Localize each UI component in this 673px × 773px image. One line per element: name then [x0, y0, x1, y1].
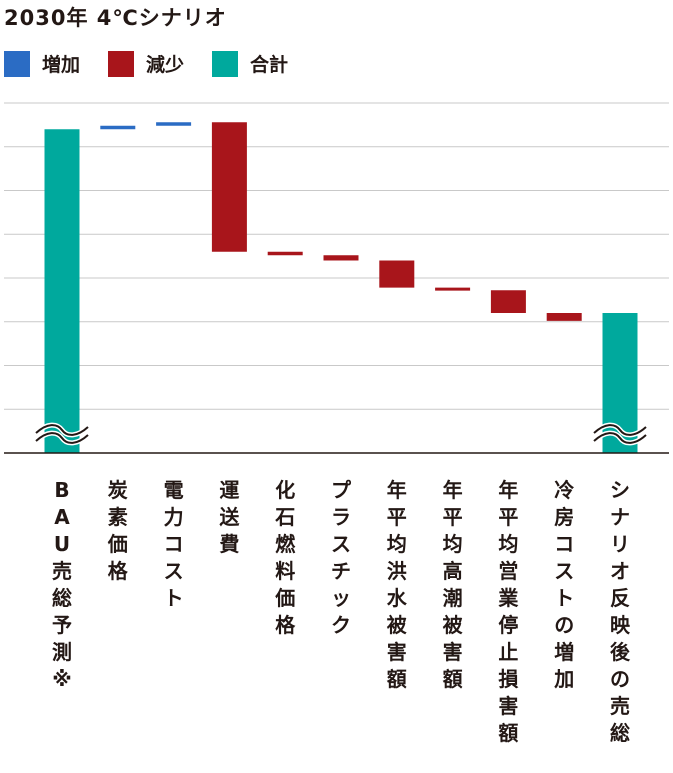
category-label: B A U 売総予測※ [52, 478, 72, 691]
category-label: 年平均営業停止損害額 [497, 478, 519, 745]
bar-total [44, 129, 80, 453]
bar-decrease [267, 251, 303, 256]
bar-decrease [490, 290, 526, 313]
bar-increase [100, 125, 136, 130]
axis-break-mark [35, 424, 89, 436]
legend-item-decrease: 減少 [108, 50, 184, 77]
legend-swatch-decrease [108, 50, 135, 77]
category-label: 冷房コストの増加 [553, 478, 574, 691]
legend-label-total: 合計 [250, 54, 289, 76]
category-label: 年平均洪水被害額 [386, 478, 408, 691]
category-label: 年平均高潮被害額 [442, 478, 464, 691]
legend-item-increase: 増加 [4, 50, 80, 77]
category-label: プラスチック [331, 478, 352, 637]
legend: 増加 減少 合計 [4, 50, 316, 77]
legend-swatch-increase [4, 50, 30, 77]
category-label: シナリオ反映後の売総 [610, 478, 631, 745]
legend-swatch-total [212, 50, 239, 77]
bar-decrease [323, 255, 359, 261]
category-label: 化石燃料価格 [274, 478, 296, 637]
category-labels: B A U 売総予測※ 炭素価格 電力コスト 運送費 化石燃料価格 プラスチック 年平均洪水被害額… [52, 478, 631, 745]
category-label: 炭素価格 [107, 478, 129, 583]
bar-increase [156, 122, 192, 126]
axis-break-mark [593, 424, 647, 436]
chart-title: 2030年 4℃シナリオ [4, 6, 227, 30]
category-label: 運送費 [219, 478, 240, 556]
category-label: 電力コスト [164, 478, 184, 610]
legend-item-total: 合計 [212, 50, 288, 77]
legend-label-increase: 増加 [42, 54, 81, 76]
gridlines [4, 102, 669, 410]
bars [44, 122, 638, 453]
bar-decrease [546, 313, 582, 321]
bar-decrease [379, 260, 415, 288]
axis-break-marks [34, 422, 648, 446]
axis-break-mark [593, 432, 647, 444]
bar-decrease [211, 122, 247, 252]
bar-decrease [435, 287, 471, 291]
axis-break-mark [35, 432, 89, 444]
legend-label-decrease: 減少 [146, 54, 185, 76]
